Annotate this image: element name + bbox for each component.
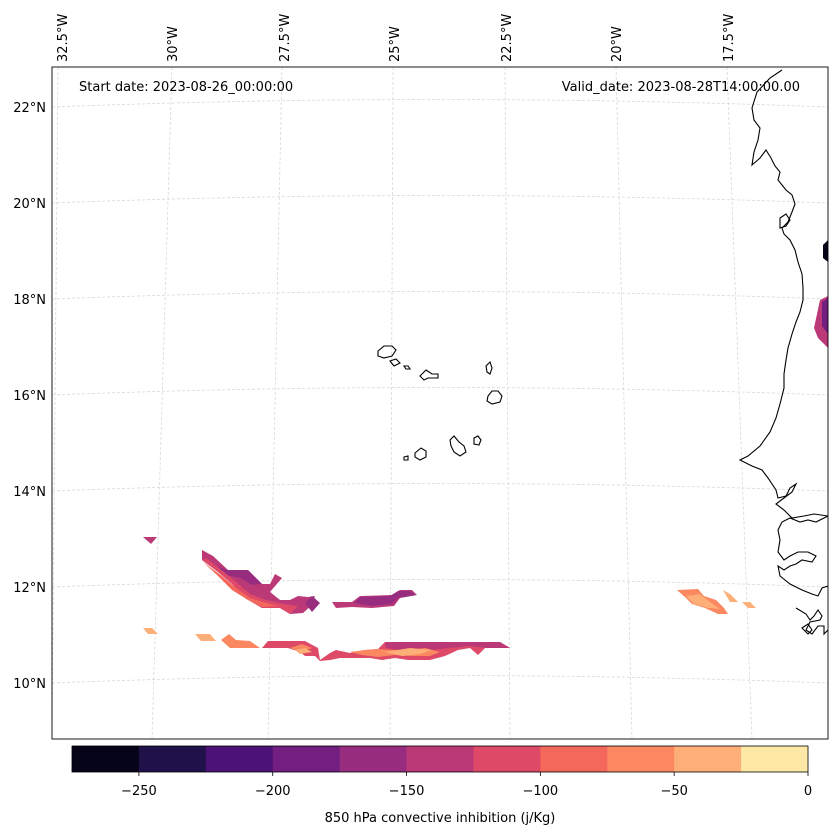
guinea-coastline: [795, 607, 828, 636]
parallel-18n: [52, 291, 828, 300]
colorbar-segment: [205, 746, 274, 772]
coast-islet: [801, 623, 813, 635]
colorbar-segment: [473, 746, 541, 772]
cin-patch: [295, 648, 312, 654]
parallel-22n: [52, 99, 828, 108]
graticule: [52, 67, 828, 739]
lat-label: 12°N: [13, 581, 46, 596]
meridian-25w: [389, 67, 394, 739]
cape-verde-sao-vicente: [389, 358, 401, 367]
colorbar-tick-label: 0: [804, 784, 812, 799]
cin-patch: [742, 602, 756, 608]
lat-label: 10°N: [13, 677, 46, 692]
colorbar-tick-label: −50: [660, 784, 687, 799]
colorbar-tick-label: −100: [523, 784, 559, 799]
parallel-16n: [52, 387, 828, 396]
cape-verde-brava: [403, 455, 409, 461]
meridian-20w: [615, 67, 633, 739]
guinea-bissau-coastline: [777, 515, 828, 597]
colorbar-tick-labels: −250 −200 −150 −100 −50 0: [121, 784, 812, 799]
lon-label: 22.5°W: [500, 14, 515, 62]
cin-patch: [385, 648, 432, 656]
cin-patch: [305, 596, 320, 612]
lat-label: 20°N: [13, 197, 46, 212]
start-date-annotation: Start date: 2023-08-26_00:00:00: [79, 80, 293, 95]
cin-patch: [143, 628, 158, 634]
meridian-30w: [151, 67, 173, 739]
colorbar-tick-label: −200: [255, 784, 291, 799]
colorbar-tick-label: −250: [121, 784, 157, 799]
parallel-20n: [52, 195, 828, 204]
valid-date-annotation: Valid_date: 2023-08-28T14:00:00.00: [562, 80, 800, 95]
parallel-10n: [52, 675, 828, 684]
cin-contours: [143, 240, 828, 661]
colorbar-ticks: [138, 772, 809, 776]
lon-label: 17.5°W: [722, 14, 737, 62]
cape-verde-sao-nicolau: [419, 369, 439, 381]
parallel-12n: [52, 579, 828, 588]
lon-label: 20°W: [610, 26, 625, 62]
cin-patch: [215, 566, 262, 585]
lat-label: 22°N: [13, 101, 46, 116]
colorbar-segment: [272, 746, 341, 772]
cape-verde-santo-antao: [377, 345, 397, 359]
cin-patch: [822, 298, 828, 334]
cin-patch: [221, 634, 260, 648]
cape-verde-fogo: [414, 447, 427, 461]
lat-label: 16°N: [13, 389, 46, 404]
cin-patch: [195, 634, 216, 641]
cape-verde-santiago: [449, 435, 467, 457]
colorbar-segment: [339, 746, 408, 772]
longitude-labels: 32.5°W 30°W 27.5°W 25°W 22.5°W 20°W 17.5…: [56, 14, 737, 62]
cin-patch: [686, 594, 720, 609]
african-coastline: [738, 69, 828, 519]
cin-patch: [723, 590, 738, 602]
cape-verde-sal: [485, 360, 493, 375]
colorbar-segment: [406, 746, 474, 772]
colorbar-segment: [674, 746, 742, 772]
coast-islet: [779, 213, 791, 229]
meridian-17-5w: [726, 67, 753, 739]
cape-verde-maio: [473, 435, 482, 446]
colorbar-outline: [71, 745, 809, 773]
cin-patch: [823, 240, 828, 262]
parallel-14n: [52, 483, 828, 492]
meridian-32-5w: [52, 67, 59, 739]
colorbar-label: 850 hPa convective inhibition (j/Kg): [325, 811, 556, 826]
meridian-27-5w: [267, 67, 283, 739]
colorbar-segments: [72, 746, 809, 772]
cape-verde-santa-luzia: [402, 365, 412, 370]
lon-label: 27.5°W: [278, 14, 293, 62]
coastlines: [377, 69, 828, 636]
lat-label: 14°N: [13, 485, 46, 500]
cin-patch: [385, 642, 510, 650]
meridian-22-5w: [504, 67, 511, 739]
map-frame: [51, 66, 829, 740]
cin-patch: [202, 558, 298, 614]
colorbar-tick-label: −150: [389, 784, 425, 799]
lon-label: 32.5°W: [56, 14, 71, 62]
colorbar-segment: [607, 746, 675, 772]
cin-patch: [354, 591, 416, 606]
lat-label: 18°N: [13, 293, 46, 308]
lon-label: 25°W: [388, 26, 403, 62]
latitude-labels: 22°N 20°N 18°N 16°N 14°N 12°N 10°N: [13, 101, 46, 692]
cin-patch: [143, 537, 157, 544]
cape-verde-boa-vista: [486, 390, 503, 405]
colorbar-segment: [138, 746, 207, 772]
lon-label: 30°W: [166, 26, 181, 62]
colorbar: −250 −200 −150 −100 −50 0 850 hPa convec…: [71, 745, 812, 826]
colorbar-segment: [540, 746, 608, 772]
colorbar-segment: [72, 746, 140, 772]
colorbar-segment: [741, 746, 809, 772]
